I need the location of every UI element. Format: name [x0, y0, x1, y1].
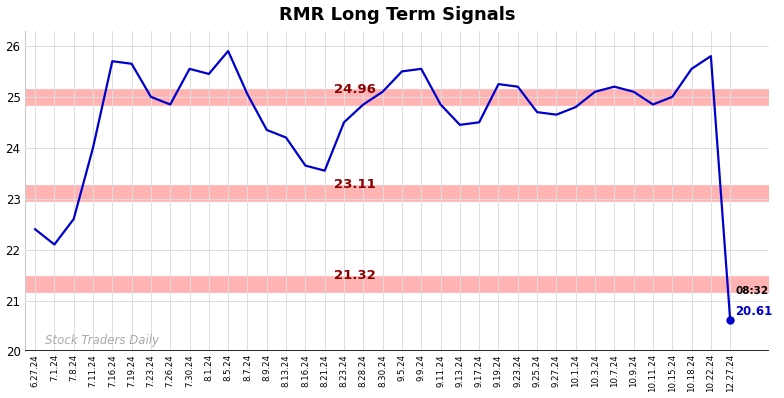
Text: 20.61: 20.61 — [735, 305, 772, 318]
Text: 23.11: 23.11 — [334, 178, 376, 191]
Text: Stock Traders Daily: Stock Traders Daily — [45, 334, 158, 347]
Title: RMR Long Term Signals: RMR Long Term Signals — [279, 6, 515, 23]
Text: 08:32: 08:32 — [735, 286, 768, 296]
Text: 24.96: 24.96 — [334, 83, 376, 96]
Text: 21.32: 21.32 — [334, 269, 376, 282]
